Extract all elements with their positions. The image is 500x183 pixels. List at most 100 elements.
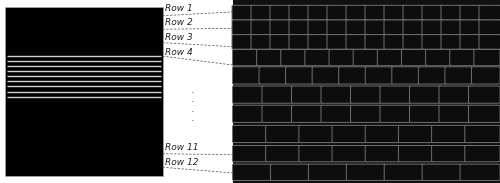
FancyBboxPatch shape [410,86,441,103]
FancyBboxPatch shape [259,67,288,84]
FancyBboxPatch shape [292,105,323,122]
FancyBboxPatch shape [251,35,272,49]
Text: Row 4: Row 4 [165,48,193,57]
FancyBboxPatch shape [365,125,400,143]
FancyBboxPatch shape [460,5,481,20]
FancyBboxPatch shape [232,145,268,162]
FancyBboxPatch shape [299,125,334,143]
FancyBboxPatch shape [460,35,481,49]
FancyBboxPatch shape [289,20,310,35]
FancyBboxPatch shape [474,49,500,66]
FancyBboxPatch shape [403,5,424,20]
FancyBboxPatch shape [441,5,462,20]
FancyBboxPatch shape [441,35,462,49]
FancyBboxPatch shape [468,86,500,103]
FancyBboxPatch shape [378,49,404,66]
FancyBboxPatch shape [380,105,412,122]
Text: ·: · [190,107,194,117]
FancyBboxPatch shape [308,5,330,20]
FancyBboxPatch shape [232,49,258,66]
FancyBboxPatch shape [422,164,462,180]
FancyBboxPatch shape [422,20,444,35]
Text: ·: · [190,98,194,107]
FancyBboxPatch shape [292,86,323,103]
FancyBboxPatch shape [256,49,283,66]
FancyBboxPatch shape [232,35,254,49]
FancyBboxPatch shape [327,20,348,35]
FancyBboxPatch shape [350,86,382,103]
FancyBboxPatch shape [479,20,500,35]
FancyBboxPatch shape [398,125,434,143]
FancyBboxPatch shape [384,20,406,35]
FancyBboxPatch shape [346,164,386,180]
Text: ·: · [190,116,194,126]
FancyBboxPatch shape [346,20,368,35]
FancyBboxPatch shape [432,125,467,143]
FancyBboxPatch shape [465,125,500,143]
Text: Row 1: Row 1 [165,4,193,13]
FancyBboxPatch shape [299,145,334,162]
FancyBboxPatch shape [445,67,474,84]
Text: Row 3: Row 3 [165,33,193,42]
FancyBboxPatch shape [289,5,310,20]
FancyBboxPatch shape [402,49,427,66]
FancyBboxPatch shape [251,5,272,20]
FancyBboxPatch shape [232,86,264,103]
FancyBboxPatch shape [232,20,254,35]
FancyBboxPatch shape [460,20,481,35]
FancyBboxPatch shape [232,105,264,122]
FancyBboxPatch shape [289,35,310,49]
FancyBboxPatch shape [366,67,394,84]
FancyBboxPatch shape [439,86,470,103]
FancyBboxPatch shape [262,86,294,103]
FancyBboxPatch shape [384,35,406,49]
FancyBboxPatch shape [479,35,500,49]
FancyBboxPatch shape [321,105,352,122]
FancyBboxPatch shape [450,49,476,66]
FancyBboxPatch shape [410,105,441,122]
Bar [5,7,162,176]
FancyBboxPatch shape [308,35,330,49]
FancyBboxPatch shape [270,164,310,180]
FancyBboxPatch shape [251,20,272,35]
FancyBboxPatch shape [479,5,500,20]
FancyBboxPatch shape [338,67,367,84]
FancyBboxPatch shape [232,5,254,20]
FancyBboxPatch shape [232,125,268,143]
FancyBboxPatch shape [286,67,314,84]
FancyBboxPatch shape [418,67,447,84]
FancyBboxPatch shape [439,105,470,122]
FancyBboxPatch shape [281,49,307,66]
Text: ·: · [190,88,194,98]
FancyBboxPatch shape [308,164,348,180]
FancyBboxPatch shape [346,5,368,20]
FancyBboxPatch shape [332,145,367,162]
FancyBboxPatch shape [422,5,444,20]
FancyBboxPatch shape [472,67,500,84]
FancyBboxPatch shape [305,49,331,66]
FancyBboxPatch shape [384,5,406,20]
FancyBboxPatch shape [422,35,444,49]
FancyBboxPatch shape [403,35,424,49]
FancyBboxPatch shape [308,20,330,35]
FancyBboxPatch shape [312,67,340,84]
FancyBboxPatch shape [403,20,424,35]
FancyBboxPatch shape [365,35,386,49]
Bar [232,0,500,183]
FancyBboxPatch shape [353,49,380,66]
FancyBboxPatch shape [384,164,424,180]
FancyBboxPatch shape [465,145,500,162]
FancyBboxPatch shape [365,5,386,20]
Text: Row 2: Row 2 [165,18,193,27]
FancyBboxPatch shape [270,35,291,49]
FancyBboxPatch shape [321,86,352,103]
FancyBboxPatch shape [266,145,301,162]
FancyBboxPatch shape [398,145,434,162]
FancyBboxPatch shape [468,105,500,122]
FancyBboxPatch shape [332,125,367,143]
FancyBboxPatch shape [426,49,452,66]
FancyBboxPatch shape [270,20,291,35]
FancyBboxPatch shape [346,35,368,49]
FancyBboxPatch shape [232,67,261,84]
FancyBboxPatch shape [432,145,467,162]
